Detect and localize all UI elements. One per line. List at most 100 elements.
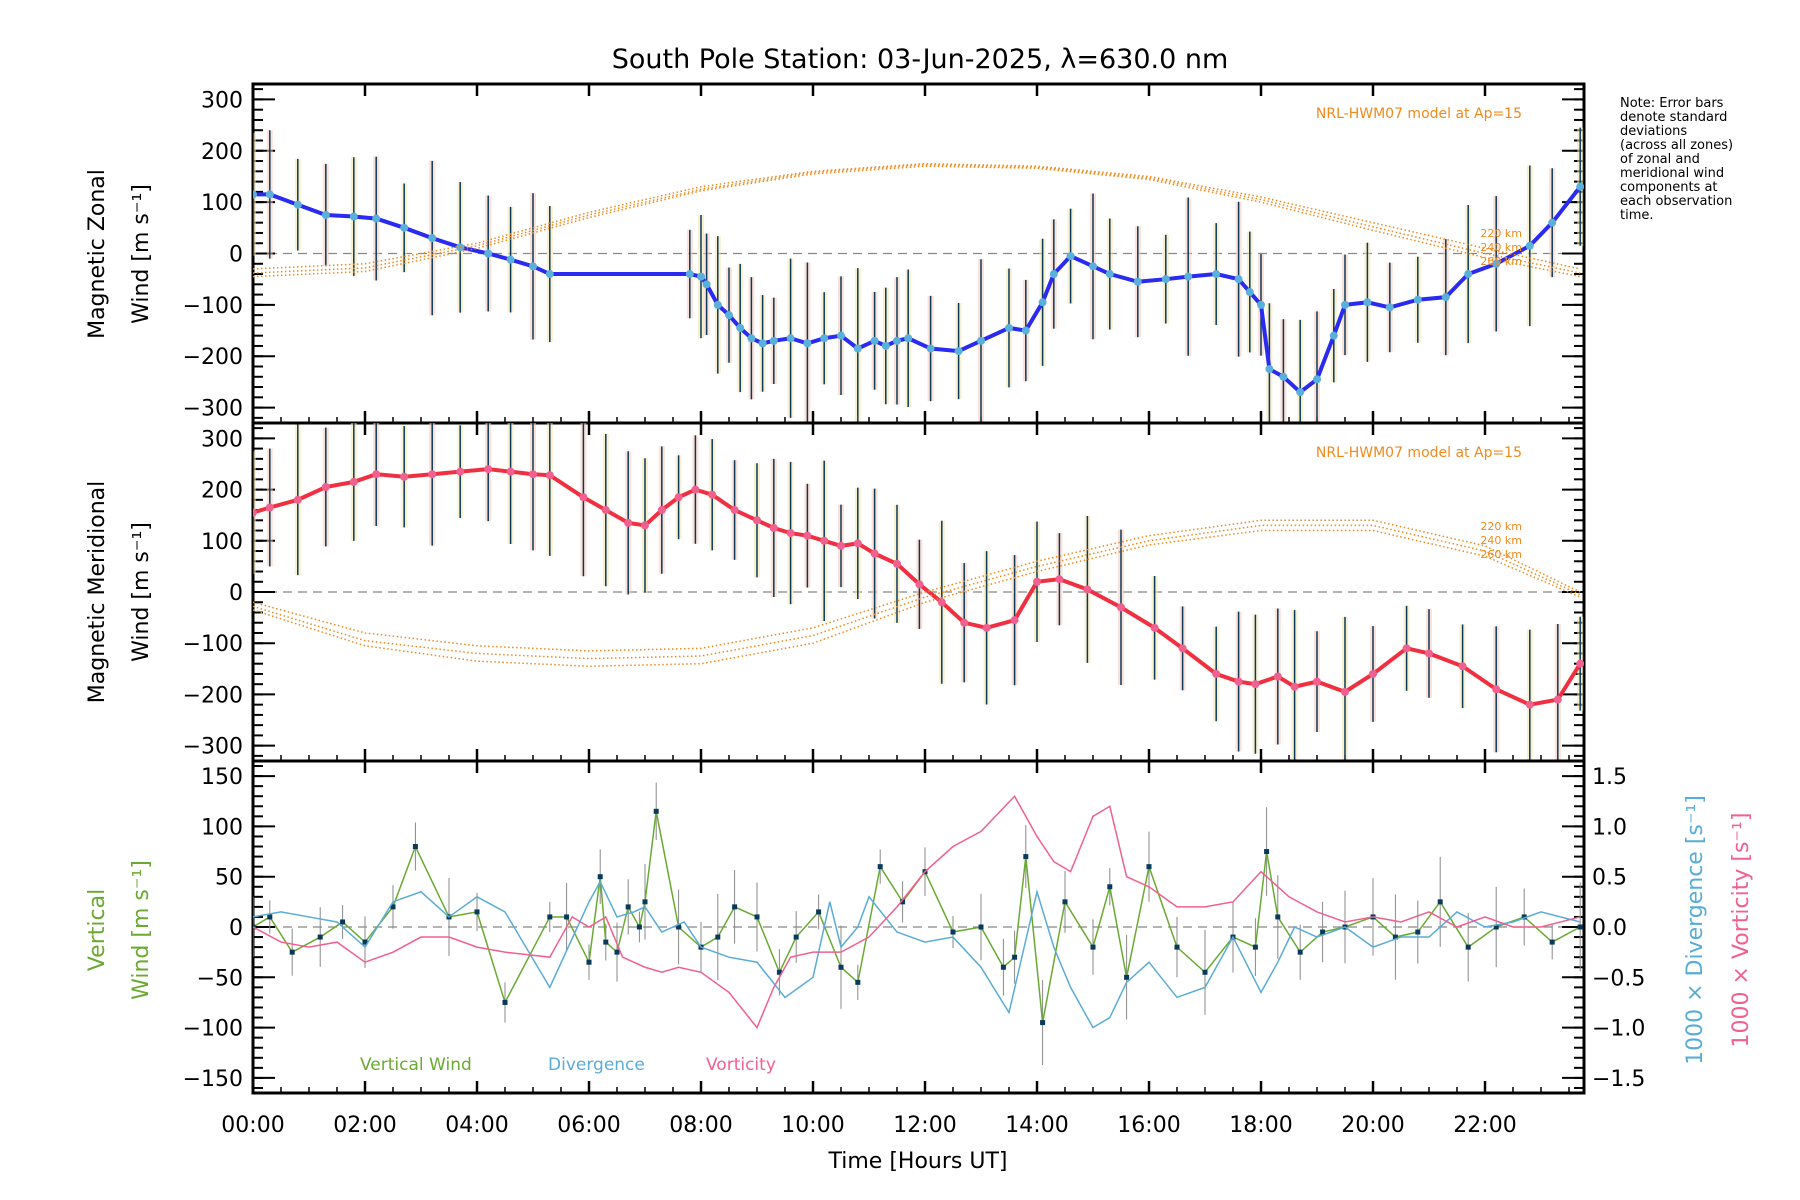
data-point: [1066, 252, 1075, 261]
vertical-ylabel: Vertical Wind [m s⁻¹]: [85, 860, 154, 1000]
data-point: [1425, 649, 1433, 658]
data-point: [547, 914, 553, 920]
x-tick-label: 22:00: [1453, 1113, 1516, 1138]
y-tick-label: −100: [183, 1017, 243, 1042]
data-point: [1049, 270, 1058, 279]
y2-tick-label: 1.5: [1592, 765, 1627, 790]
y-tick-label: 100: [201, 815, 243, 840]
note-line: Note: Error bars: [1620, 96, 1724, 111]
data-point: [456, 243, 465, 252]
data-point: [1107, 884, 1113, 890]
data-point: [1090, 944, 1096, 950]
data-point: [253, 190, 257, 199]
vertical-ylabel-line2: Wind [m s⁻¹]: [129, 860, 154, 1000]
data-point: [1005, 323, 1013, 332]
x-tick-label: 16:00: [1117, 1113, 1180, 1138]
data-point: [1257, 300, 1265, 309]
magnetic-zonal-wind-line: [253, 185, 1582, 395]
data-point: [816, 909, 822, 915]
data-point: [1012, 954, 1018, 960]
data-point: [853, 539, 862, 548]
meridional-altitude-labels: 220 km 240 km 260 km: [1480, 520, 1522, 561]
y-tick-label: 100: [201, 530, 243, 555]
data-point: [1525, 700, 1534, 709]
data-point: [1458, 662, 1467, 671]
data-point: [428, 470, 437, 479]
data-point: [1150, 623, 1159, 632]
data-point: [529, 262, 537, 271]
data-point: [1392, 934, 1398, 940]
x-tick-label: 12:00: [893, 1113, 956, 1138]
plot-area: [253, 127, 1584, 423]
data-point: [502, 999, 508, 1005]
data-point: [1492, 259, 1501, 268]
hwm07-220-km-line: [253, 519, 1581, 652]
data-point: [1105, 270, 1114, 279]
data-point: [1000, 964, 1006, 970]
y2-tick-label: −1.5: [1592, 1067, 1645, 1092]
note-line: deviations: [1620, 124, 1687, 139]
data-point: [736, 323, 745, 332]
data-point: [1465, 944, 1471, 950]
plot-area: [253, 782, 1583, 1066]
note-line: (across all zones): [1620, 138, 1733, 153]
data-point: [1577, 924, 1583, 930]
data-point: [1279, 372, 1288, 381]
data-point: [950, 929, 956, 935]
altitude-label: 240 km: [1480, 534, 1522, 547]
data-point: [769, 523, 778, 532]
vorticity-line: [253, 794, 1581, 1030]
data-point: [926, 344, 935, 353]
x-tick-label: 06:00: [557, 1113, 620, 1138]
data-point: [1290, 682, 1299, 691]
data-point: [1023, 854, 1029, 860]
data-point: [1273, 672, 1282, 681]
data-point: [1089, 262, 1097, 271]
note-line: time.: [1620, 208, 1654, 223]
data-point: [915, 580, 924, 589]
data-point: [1313, 677, 1321, 686]
data-point: [400, 223, 409, 232]
y-tick-label: −300: [183, 397, 243, 422]
zonal-ylabel-line1: Magnetic Zonal: [85, 169, 110, 339]
data-point: [603, 939, 609, 945]
data-point: [786, 334, 795, 343]
data-point: [820, 536, 829, 545]
altitude-label: 260 km: [1480, 255, 1522, 268]
data-point: [625, 904, 631, 910]
data-point: [1010, 616, 1019, 625]
data-point: [1402, 644, 1411, 653]
data-point: [624, 518, 633, 527]
y-tick-label: 100: [201, 191, 243, 216]
zonal-altitude-labels: 220 km 240 km 260 km: [1480, 227, 1522, 268]
y2-tick-label: 0.0: [1592, 916, 1627, 941]
x-axis-label: Time [Hours UT]: [828, 1149, 1008, 1174]
data-point: [293, 495, 302, 504]
data-point: [978, 924, 984, 930]
y-tick-label: 0: [229, 916, 243, 941]
data-point: [1464, 270, 1473, 279]
plot-area: [253, 423, 1584, 761]
data-point: [753, 516, 761, 525]
data-point: [1493, 924, 1499, 930]
vertical-panel: 150 100 50 0 −50 −100 −150 1.5 1.0 0.5 0.0 −0.5 −1.0…: [183, 759, 1645, 1095]
y-tick-label: −100: [183, 632, 243, 657]
data-point: [1313, 375, 1321, 384]
data-point: [793, 934, 799, 940]
data-point: [1437, 899, 1443, 905]
y-tick-label: 0: [229, 581, 243, 606]
data-point: [1492, 685, 1501, 694]
x-tick-label: 08:00: [669, 1113, 732, 1138]
data-point: [803, 339, 812, 348]
data-point: [1553, 695, 1562, 704]
vertical-ylabel-line1: Vertical: [85, 889, 110, 971]
y-tick-label: −50: [197, 966, 243, 991]
data-point: [293, 200, 302, 209]
y-tick-label: −100: [183, 294, 243, 319]
y-tick-label: 200: [201, 479, 243, 504]
note-line: each observation: [1620, 194, 1732, 209]
y2-tick-label: −0.5: [1592, 966, 1645, 991]
data-point: [506, 467, 515, 476]
data-point: [1178, 644, 1187, 653]
data-point: [545, 270, 554, 279]
